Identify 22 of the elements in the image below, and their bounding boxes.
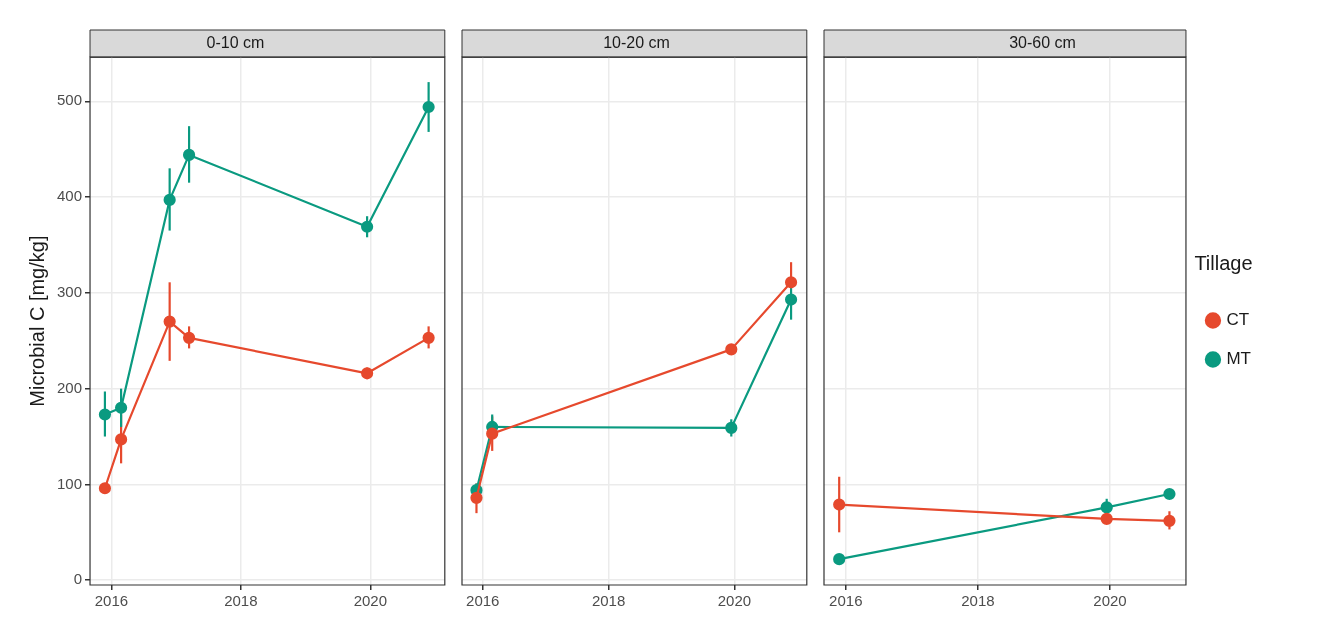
y-axis-title: Microbial C [mg/kg] (25, 235, 48, 407)
y-tick-label: 400 (57, 187, 83, 205)
legend-label: MT (1226, 349, 1251, 369)
x-tick-label: 2020 (717, 592, 752, 610)
y-tick-label: 100 (57, 474, 83, 492)
legend-title: Tillage (1194, 251, 1253, 274)
legend-label: CT (1226, 310, 1250, 330)
chart-title: 0-10 cm (206, 34, 265, 52)
y-tick-label: 500 (57, 91, 83, 109)
chart-title: 10-20 cm (603, 34, 670, 52)
y-tick-label: 200 (57, 378, 83, 396)
x-tick-label: 2020 (353, 592, 388, 610)
x-tick-label: 2018 (224, 592, 258, 610)
x-tick-label: 2016 (829, 592, 863, 610)
x-tick-label: 2016 (94, 592, 129, 610)
y-tick-label: 300 (57, 282, 83, 300)
x-tick-label: 2018 (961, 592, 995, 610)
x-tick-label: 2016 (466, 592, 500, 610)
y-tick-label: 0 (73, 570, 83, 588)
x-tick-label: 2018 (591, 592, 626, 610)
x-tick-label: 2020 (1093, 592, 1127, 610)
chart-title: 30-60 cm (1009, 34, 1076, 52)
